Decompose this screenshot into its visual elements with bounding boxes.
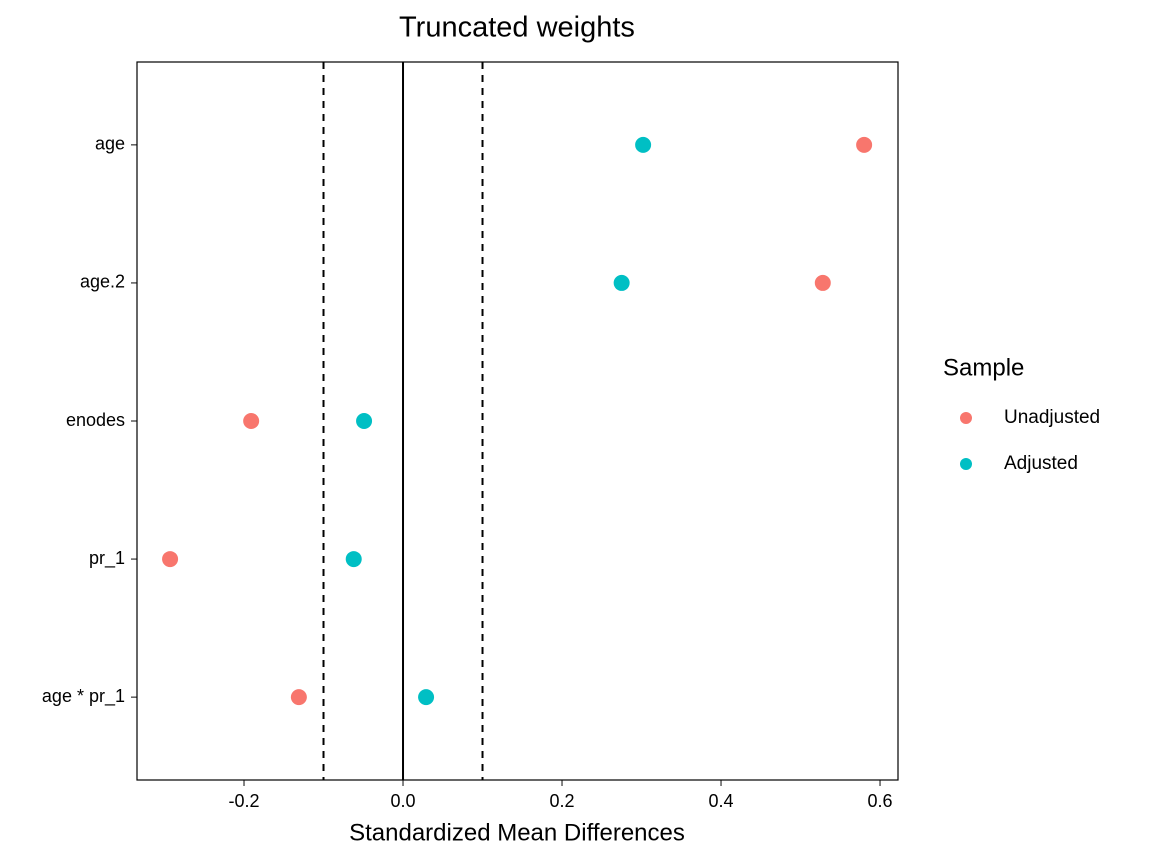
legend-title: Sample (943, 354, 1024, 381)
x-tick-label: 0.4 (709, 791, 734, 811)
panel-border (136, 61, 899, 781)
y-tick-label: age * pr_1 (42, 686, 125, 707)
point (613, 274, 630, 291)
legend-label: Unadjusted (1004, 407, 1100, 428)
x-tick-label: 0.6 (868, 791, 893, 811)
x-tick-label: -0.2 (228, 791, 259, 811)
point (418, 689, 435, 706)
legend-label: Adjusted (1004, 453, 1078, 474)
legend-key (960, 412, 972, 424)
y-tick-label: pr_1 (89, 548, 125, 569)
point (635, 136, 652, 153)
point (814, 274, 831, 291)
legend-key (960, 458, 972, 470)
y-tick-label: age (95, 134, 125, 154)
point (856, 136, 873, 153)
point (356, 413, 373, 429)
x-tick-label: 0.2 (550, 791, 575, 811)
x-axis-label: Standardized Mean Differences (349, 819, 685, 846)
y-tick-label: age.2 (80, 272, 125, 292)
point (162, 551, 179, 568)
x-tick-label: 0.0 (391, 791, 416, 811)
y-tick-label: enodes (66, 410, 125, 430)
point (290, 689, 307, 706)
chart-title: Truncated weights (399, 12, 635, 44)
point (243, 413, 260, 429)
point (345, 551, 362, 568)
